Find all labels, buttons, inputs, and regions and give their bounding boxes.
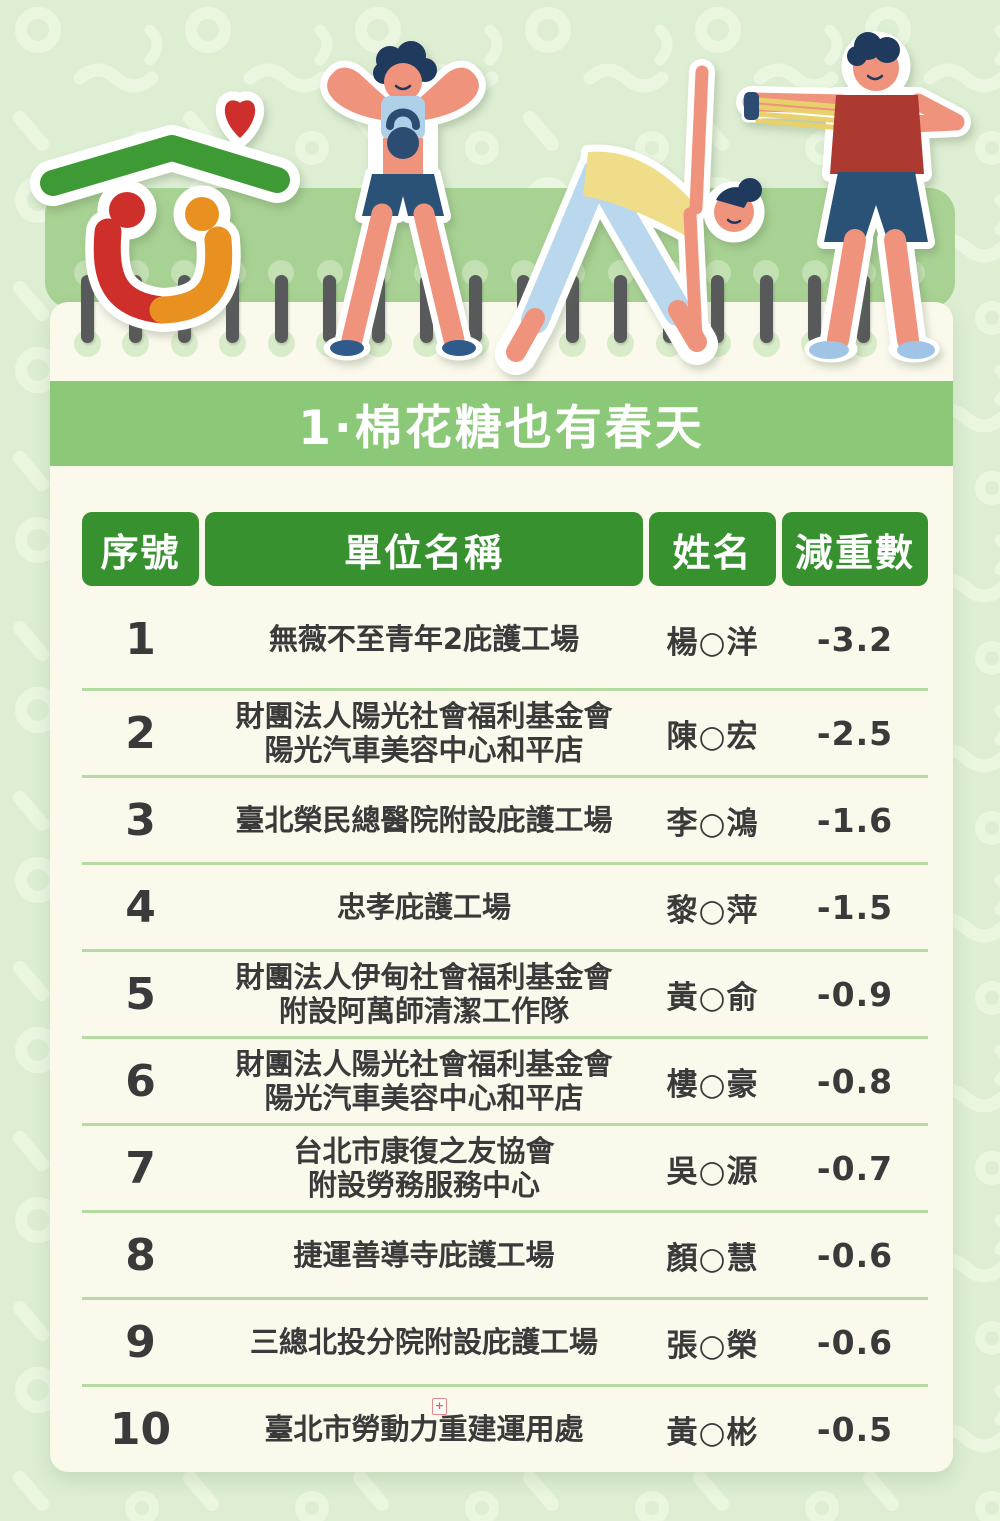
- table-row: 4 忠孝庇護工場 黎○萍 -1.5: [82, 865, 928, 952]
- serial-cell: 6: [125, 1055, 156, 1107]
- name-cell: 樓○豪: [666, 1066, 759, 1103]
- unit-cell: 三總北投分院附設庇護工場: [249, 1324, 598, 1359]
- binding-pin: [517, 275, 530, 343]
- name-cell: 陳○宏: [666, 718, 759, 755]
- binding-pin: [468, 275, 482, 343]
- name-cell: 李○鴻: [666, 805, 759, 842]
- binding-pin: [905, 275, 918, 343]
- table-row: 1 無薇不至青年2庇護工場 楊○洋 -3.2: [82, 590, 928, 691]
- binding-pin: [856, 275, 870, 343]
- value-cell: -1.5: [816, 887, 894, 927]
- binding-pin: [80, 275, 94, 343]
- binding-pin: [129, 275, 142, 343]
- value-cell: -0.6: [816, 1235, 894, 1275]
- value-cell: -0.8: [816, 1061, 894, 1101]
- header-weight-loss: 減重數: [782, 512, 928, 586]
- table-row: 3 臺北榮民總醫院附設庇護工場 李○鴻 -1.6: [82, 778, 928, 865]
- value-cell: -0.7: [816, 1148, 894, 1188]
- serial-cell: 4: [125, 881, 156, 933]
- table-row: 6 財團法人陽光社會福利基金會 陽光汽車美容中心和平店 樓○豪 -0.8: [82, 1039, 928, 1126]
- section-title: 1·棉花糖也有春天: [298, 401, 705, 456]
- binding-pin: [323, 275, 336, 343]
- value-cell: -2.5: [816, 713, 894, 753]
- serial-cell: 2: [125, 707, 156, 759]
- binding-pin: [711, 275, 724, 343]
- value-cell: -0.5: [816, 1409, 894, 1449]
- serial-cell: 10: [109, 1403, 172, 1455]
- table-header-row: 序號 單位名稱 姓名 減重數: [82, 512, 928, 586]
- name-cell: 顏○慧: [666, 1240, 759, 1277]
- name-cell: 黃○彬: [666, 1414, 759, 1451]
- name-cell: 吳○源: [666, 1153, 759, 1190]
- serial-cell: 9: [125, 1316, 156, 1368]
- binding-pin: [565, 275, 579, 343]
- binding-pin: [226, 275, 239, 343]
- binding-pin: [662, 275, 676, 343]
- table-row: 10 臺北市勞動力重建運用處 + 黃○彬 -0.5: [82, 1387, 928, 1471]
- value-cell: -0.9: [816, 974, 894, 1014]
- name-cell: 張○榮: [666, 1327, 759, 1364]
- binding-pin: [759, 275, 773, 343]
- unit-cell: 財團法人陽光社會福利基金會 陽光汽車美容中心和平店: [235, 1046, 613, 1115]
- binding-pin: [420, 275, 433, 343]
- unit-cell: 無薇不至青年2庇護工場: [268, 621, 580, 656]
- serial-cell: 8: [125, 1229, 156, 1281]
- table-row: 7 台北市康復之友協會 附設勞務服務中心 吳○源 -0.7: [82, 1126, 928, 1213]
- paper-sheet: [50, 302, 953, 1472]
- value-cell: -1.6: [816, 800, 894, 840]
- table-row: 8 捷運善導寺庇護工場 顏○慧 -0.6: [82, 1213, 928, 1300]
- name-cell: 黎○萍: [666, 892, 759, 929]
- table-row: 2 財團法人陽光社會福利基金會 陽光汽車美容中心和平店 陳○宏 -2.5: [82, 691, 928, 778]
- table-row: 9 三總北投分院附設庇護工場 張○榮 -0.6: [82, 1300, 928, 1387]
- unit-cell: 捷運善導寺庇護工場: [293, 1237, 555, 1272]
- name-cell: 楊○洋: [666, 624, 759, 661]
- unit-cell: 臺北市勞動力重建運用處 +: [264, 1397, 584, 1446]
- section-title-band: 1·棉花糖也有春天: [50, 381, 953, 466]
- serial-cell: 1: [125, 613, 156, 665]
- serial-cell: 7: [125, 1142, 156, 1194]
- table-body: 1 無薇不至青年2庇護工場 楊○洋 -3.2 2 財團法人陽光社會福利基金會 陽光…: [82, 590, 928, 1471]
- unit-cell: 臺北榮民總醫院附設庇護工場: [235, 802, 613, 837]
- serial-cell: 5: [125, 968, 156, 1020]
- annotation-mark: +: [432, 1397, 447, 1415]
- ranking-table: 序號 單位名稱 姓名 減重數 1 無薇不至青年2庇護工場 楊○洋 -3.2 2 …: [82, 512, 928, 1471]
- binding-pin: [177, 275, 191, 343]
- unit-cell: 台北市康復之友協會 附設勞務服務中心: [293, 1133, 555, 1202]
- binding-pin: [274, 275, 288, 343]
- header-name: 姓名: [649, 512, 776, 586]
- unit-cell: 財團法人陽光社會福利基金會 陽光汽車美容中心和平店: [235, 698, 613, 767]
- name-cell: 黃○俞: [666, 979, 759, 1016]
- header-unit: 單位名稱: [205, 512, 643, 586]
- value-cell: -0.6: [816, 1322, 894, 1362]
- binding-pin: [614, 275, 627, 343]
- unit-cell: 忠孝庇護工場: [336, 889, 511, 924]
- unit-cell: 財團法人伊甸社會福利基金會 附設阿萬師清潔工作隊: [235, 959, 613, 1028]
- header-serial: 序號: [82, 512, 199, 586]
- binding-pin: [371, 275, 385, 343]
- binding-pin: [808, 275, 821, 343]
- value-cell: -3.2: [816, 619, 894, 659]
- table-row: 5 財團法人伊甸社會福利基金會 附設阿萬師清潔工作隊 黃○俞 -0.9: [82, 952, 928, 1039]
- serial-cell: 3: [125, 794, 156, 846]
